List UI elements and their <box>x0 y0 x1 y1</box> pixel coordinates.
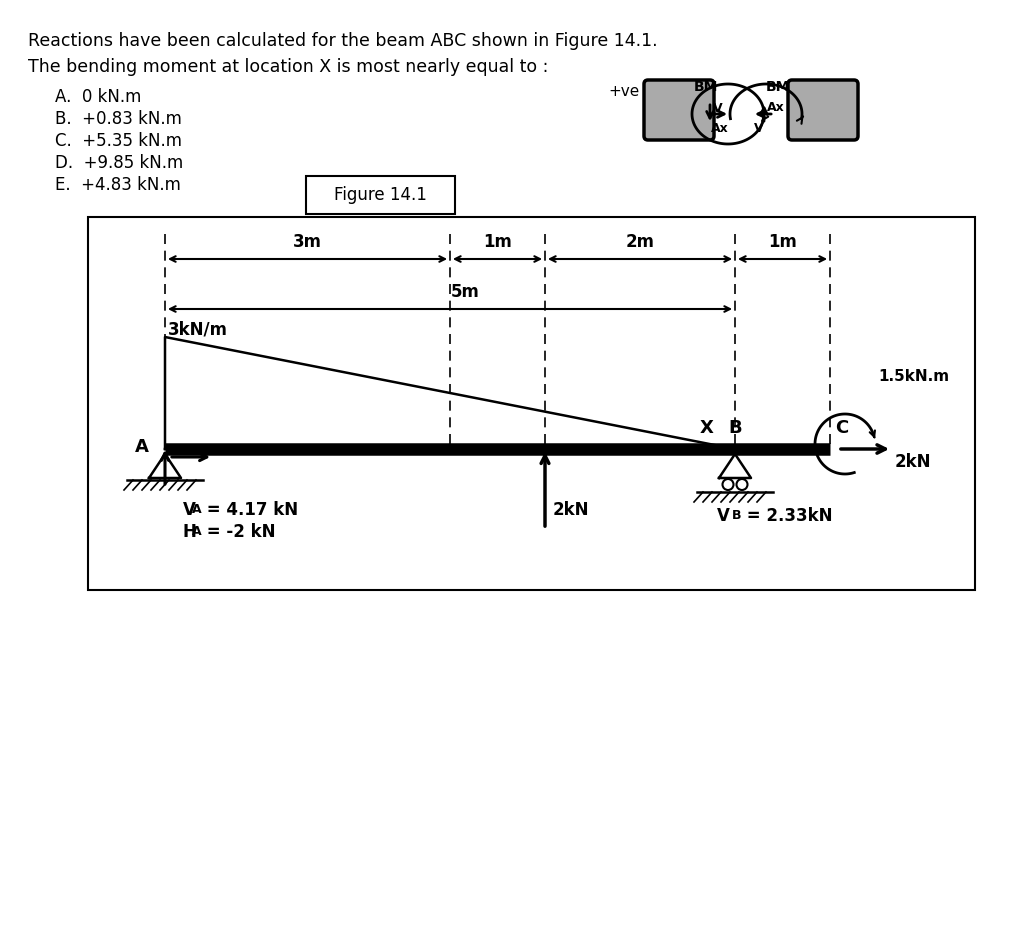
Text: B: B <box>728 419 741 437</box>
Text: E.  +4.83 kN.m: E. +4.83 kN.m <box>55 176 181 194</box>
Bar <box>88 217 975 590</box>
Text: 1.5kN.m: 1.5kN.m <box>878 369 949 384</box>
Text: D.  +9.85 kN.m: D. +9.85 kN.m <box>55 154 183 172</box>
Text: 2kN: 2kN <box>895 453 932 471</box>
FancyBboxPatch shape <box>644 80 714 140</box>
Text: Ax: Ax <box>711 122 729 135</box>
Text: A: A <box>193 525 202 538</box>
Text: V: V <box>183 501 196 519</box>
Text: Ax: Ax <box>767 101 784 114</box>
Text: BM: BM <box>766 80 791 94</box>
Text: = 4.17 kN: = 4.17 kN <box>201 501 298 519</box>
Text: = -2 kN: = -2 kN <box>201 523 275 541</box>
Circle shape <box>736 479 748 490</box>
Text: 1m: 1m <box>768 233 797 251</box>
Text: Reactions have been calculated for the beam ABC shown in Figure 14.1.: Reactions have been calculated for the b… <box>28 32 657 50</box>
Text: Figure 14.1: Figure 14.1 <box>334 186 426 204</box>
Text: = 2.33kN: = 2.33kN <box>741 507 833 525</box>
Text: The bending moment at location X is most nearly equal to :: The bending moment at location X is most… <box>28 58 549 76</box>
FancyBboxPatch shape <box>788 80 858 140</box>
Text: B.  +0.83 kN.m: B. +0.83 kN.m <box>55 110 182 128</box>
Text: BM: BM <box>694 80 718 94</box>
Text: 5m: 5m <box>451 283 479 301</box>
Text: C: C <box>835 419 848 437</box>
Text: A: A <box>135 438 150 456</box>
Text: 3m: 3m <box>293 233 322 251</box>
Text: 3kN/m: 3kN/m <box>168 321 228 339</box>
Text: 2kN: 2kN <box>553 501 590 519</box>
Text: V: V <box>754 122 764 135</box>
Text: +ve: +ve <box>608 84 639 99</box>
Circle shape <box>723 479 733 490</box>
Text: 1m: 1m <box>483 233 512 251</box>
Text: V: V <box>713 102 723 115</box>
Text: A.  0 kN.m: A. 0 kN.m <box>55 88 141 106</box>
Text: C.  +5.35 kN.m: C. +5.35 kN.m <box>55 132 182 150</box>
Text: 2m: 2m <box>626 233 654 251</box>
Text: X: X <box>700 419 714 437</box>
FancyBboxPatch shape <box>306 176 455 214</box>
Text: V: V <box>717 507 730 525</box>
Text: B: B <box>732 509 741 522</box>
Text: H: H <box>183 523 197 541</box>
Text: A: A <box>193 503 202 516</box>
